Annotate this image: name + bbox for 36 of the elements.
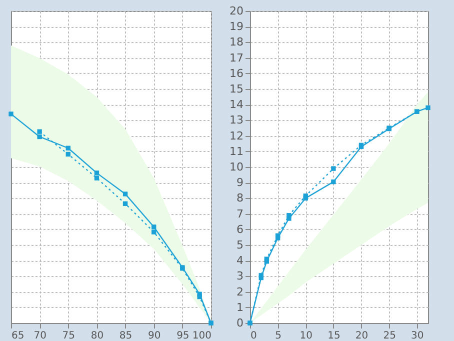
x-tick-label: 90	[148, 330, 161, 341]
y-tick-label: 15	[230, 82, 244, 96]
x-tick-label: 100	[192, 330, 212, 341]
y-tick-label: 0	[236, 316, 244, 330]
y-tick-label: 6	[236, 222, 244, 236]
y-tick-label: 19	[230, 20, 244, 34]
y-tick-label: 18	[230, 36, 244, 49]
y-tick-label: 7	[236, 207, 244, 220]
x-tick-label: 30	[411, 330, 424, 341]
x-tick-label: 85	[119, 330, 132, 341]
y-tick-label: 13	[230, 114, 244, 127]
x-tick-label: 70	[34, 330, 46, 341]
y-tick-label: 20	[230, 4, 244, 18]
x-tick-label: 75	[62, 330, 76, 341]
y-tick-label: 11	[230, 144, 244, 158]
y-tick-label: 9	[236, 176, 244, 190]
x-tick-label: 80	[90, 330, 104, 341]
y-tick-label: 5	[236, 238, 244, 252]
x-tick-label: 65	[12, 330, 24, 341]
y-tick-label: 14	[230, 98, 244, 112]
x-tick-label: 20	[355, 330, 368, 341]
y-tick-label: 4	[236, 254, 244, 268]
y-tick-label: 16	[230, 66, 244, 80]
y-tick-label: 10	[230, 160, 244, 174]
y-tick-label: 17	[230, 51, 244, 64]
x-tick-label: 25	[383, 330, 396, 341]
x-tick-label: 15	[328, 330, 340, 341]
x-tick-label: 5	[275, 330, 282, 341]
y-tick-label: 2	[236, 285, 244, 298]
x-tick-label: 10	[300, 330, 312, 341]
x-tick-label: 0	[250, 330, 257, 341]
y-tick-label: 3	[236, 270, 244, 283]
y-tick-label: 1	[236, 300, 244, 314]
x-tick-label: 95	[176, 330, 190, 341]
y-tick-label: 12	[230, 129, 244, 142]
y-tick-label: 8	[236, 192, 244, 205]
